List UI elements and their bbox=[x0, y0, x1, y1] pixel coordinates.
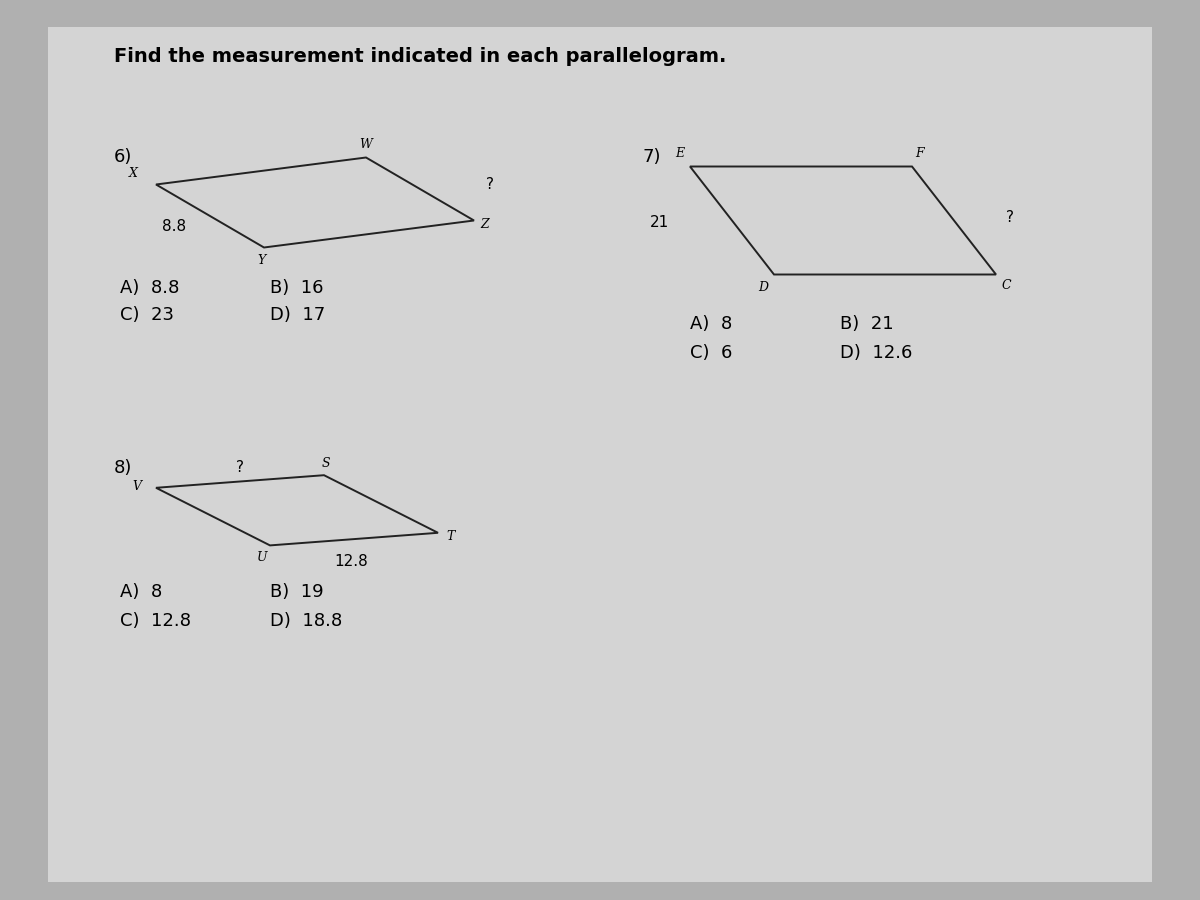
FancyBboxPatch shape bbox=[48, 27, 1152, 882]
Text: ?: ? bbox=[486, 177, 494, 192]
Text: U: U bbox=[257, 551, 266, 563]
Text: C)  6: C) 6 bbox=[690, 344, 732, 362]
Text: 6): 6) bbox=[114, 148, 132, 166]
Text: 12.8: 12.8 bbox=[335, 554, 368, 569]
Text: Y: Y bbox=[258, 254, 265, 266]
Text: ?: ? bbox=[1006, 211, 1014, 225]
Text: T: T bbox=[446, 530, 455, 543]
Text: A)  8: A) 8 bbox=[690, 315, 732, 333]
Text: B)  19: B) 19 bbox=[270, 583, 324, 601]
Text: C: C bbox=[1002, 279, 1012, 292]
Text: Find the measurement indicated in each parallelogram.: Find the measurement indicated in each p… bbox=[114, 47, 726, 66]
Text: V: V bbox=[132, 480, 142, 492]
Text: 8): 8) bbox=[114, 459, 132, 477]
Text: D)  18.8: D) 18.8 bbox=[270, 612, 342, 630]
Text: 8.8: 8.8 bbox=[162, 220, 186, 234]
Text: E: E bbox=[674, 148, 684, 160]
Text: B)  16: B) 16 bbox=[270, 279, 324, 297]
Text: D)  17: D) 17 bbox=[270, 306, 325, 324]
Text: S: S bbox=[322, 457, 331, 470]
Text: X: X bbox=[130, 167, 138, 180]
Text: 21: 21 bbox=[650, 215, 670, 230]
Text: C)  12.8: C) 12.8 bbox=[120, 612, 191, 630]
Text: D)  12.6: D) 12.6 bbox=[840, 344, 912, 362]
Text: A)  8.8: A) 8.8 bbox=[120, 279, 179, 297]
Text: C)  23: C) 23 bbox=[120, 306, 174, 324]
Text: W: W bbox=[360, 139, 372, 151]
Text: B)  21: B) 21 bbox=[840, 315, 894, 333]
Text: F: F bbox=[916, 148, 924, 160]
Text: ?: ? bbox=[236, 460, 244, 475]
Text: Z: Z bbox=[480, 219, 488, 231]
Text: D: D bbox=[758, 281, 768, 293]
Text: A)  8: A) 8 bbox=[120, 583, 162, 601]
Text: 7): 7) bbox=[642, 148, 660, 166]
